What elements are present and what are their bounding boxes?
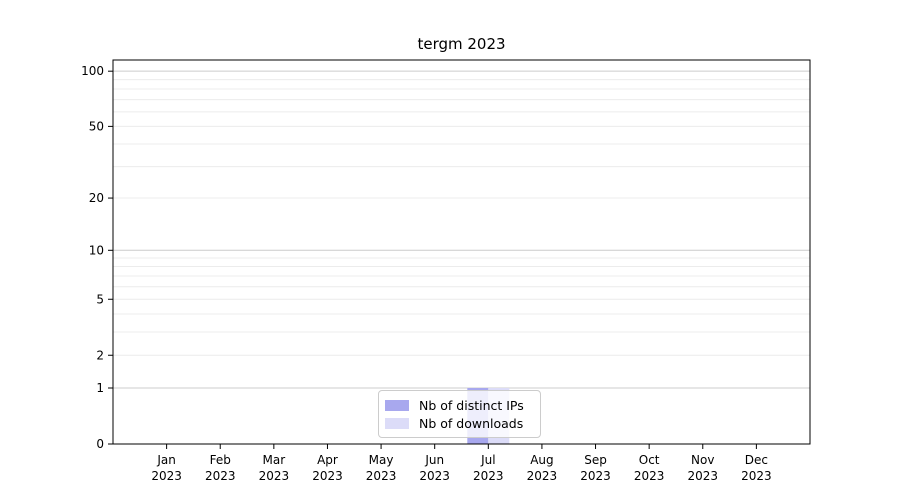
x-tick-label-month: Jul [480,453,495,467]
x-tick-label-month: Jun [424,453,444,467]
x-tick-label-month: Sep [584,453,607,467]
x-tick-label-year: 2023 [312,469,343,483]
x-tick-label-month: Nov [691,453,714,467]
x-tick-label-month: Apr [317,453,338,467]
x-tick-label-year: 2023 [687,469,718,483]
y-tick-label: 0 [96,437,104,451]
x-tick-label-month: Oct [639,453,660,467]
x-tick-label-year: 2023 [259,469,290,483]
y-tick-label: 100 [81,64,104,78]
x-tick-label-month: Dec [745,453,768,467]
x-tick-label-year: 2023 [205,469,236,483]
legend-swatch-downloads-icon [385,417,409,429]
y-tick-label: 20 [89,191,104,205]
x-tick-label-year: 2023 [634,469,665,483]
chart-title: tergm 2023 [417,35,506,53]
y-tick-label: 1 [96,381,104,395]
x-tick-label-month: May [369,453,394,467]
x-tick-label-year: 2023 [527,469,558,483]
legend-item-downloads: Nb of downloads [385,416,532,431]
x-tick-label-year: 2023 [151,469,182,483]
y-tick-label: 5 [96,292,104,306]
y-tick-label: 50 [89,119,104,133]
legend-label-distinct-ips: Nb of distinct IPs [419,397,524,413]
legend-label-downloads: Nb of downloads [419,415,524,431]
x-tick-label-year: 2023 [366,469,397,483]
x-tick-label-month: Jan [156,453,176,467]
x-tick-label-month: Mar [263,453,286,467]
x-tick-label-year: 2023 [741,469,772,483]
x-tick-label-year: 2023 [580,469,611,483]
chart-legend: Nb of distinct IPs Nb of downloads [378,390,541,438]
legend-item-distinct-ips: Nb of distinct IPs [385,398,532,413]
x-tick-label-year: 2023 [473,469,504,483]
x-tick-label-month: Feb [210,453,231,467]
x-tick-label-month: Aug [530,453,553,467]
x-tick-label-year: 2023 [419,469,450,483]
plot-frame [112,59,811,445]
y-tick-label: 10 [89,243,104,257]
y-tick-label: 2 [96,348,104,362]
legend-swatch-distinct-ips-icon [385,399,409,411]
